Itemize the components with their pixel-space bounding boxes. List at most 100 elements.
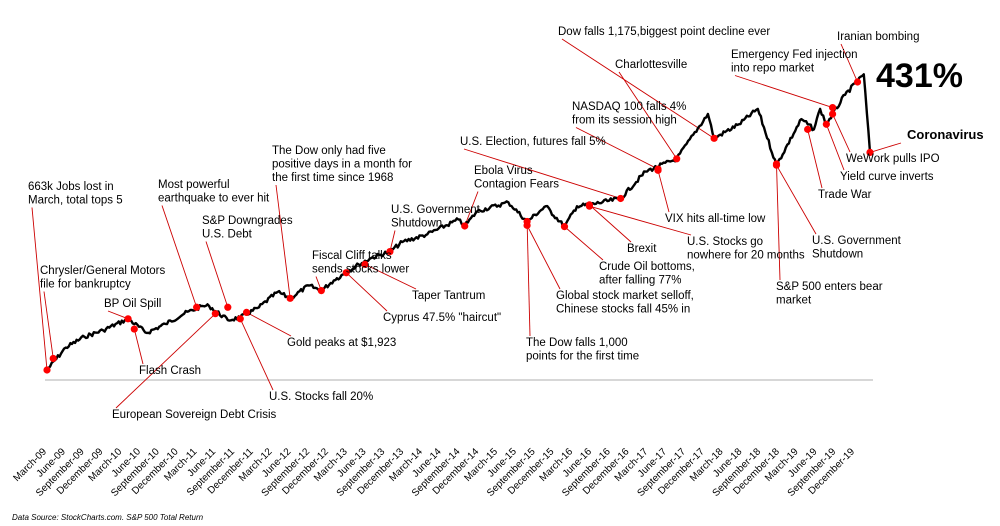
annotation-label: U.S. Stocks go — [687, 236, 763, 248]
annotation-label: Global stock market selloff, — [556, 290, 694, 302]
leader-line — [526, 225, 561, 290]
annotation-label: The Dow falls 1,000 — [526, 337, 628, 349]
event-marker — [361, 260, 369, 268]
annotation-label: market — [776, 295, 812, 307]
leader-line — [589, 204, 632, 243]
annotation-label: sends stocks lower — [312, 264, 409, 276]
series-line — [46, 73, 872, 371]
leader-line — [364, 263, 417, 290]
event-marker — [211, 310, 219, 318]
event-marker — [673, 155, 681, 163]
annotation-label: Gold peaks at $1,923 — [287, 337, 396, 349]
leader-line — [31, 207, 48, 371]
annotation-label: U.S. Debt — [202, 229, 253, 241]
annotation-label: Most powerful — [158, 179, 230, 191]
annotation-label: Charlottesville — [615, 59, 687, 71]
annotation-label: the first time since 1968 — [272, 172, 393, 184]
annotation-label: Taper Tantrum — [412, 290, 485, 302]
event-marker — [193, 303, 201, 311]
annotation-label: U.S. Government — [391, 204, 481, 216]
annotation-leaders — [31, 38, 902, 409]
annotation-label: Cyprus 47.5% "haircut" — [383, 312, 501, 324]
annotation-label: 663k Jobs lost in — [28, 181, 114, 193]
annotation-label: points for the first time — [526, 351, 639, 363]
event-marker — [49, 354, 57, 363]
event-marker — [317, 287, 325, 295]
annotation-label: after falling 77% — [599, 275, 681, 287]
leader-line — [463, 148, 621, 199]
annotation-label: positive days in a month for — [272, 159, 412, 171]
event-marker — [386, 248, 394, 256]
leader-line — [464, 191, 479, 227]
annotation-label: S&P Downgrades — [202, 215, 293, 227]
leader-line — [734, 75, 833, 109]
annotation-label: Contagion Fears — [474, 179, 559, 191]
annotation-label: earthquake to ever hit — [158, 193, 270, 205]
leader-line — [869, 142, 902, 153]
annotation-label: Coronavirus — [907, 127, 984, 142]
leader-line — [161, 205, 198, 308]
event-marker — [853, 78, 862, 86]
leader-line — [561, 38, 715, 139]
leader-line — [575, 127, 659, 170]
leader-line — [776, 163, 781, 281]
leader-line — [618, 71, 678, 160]
annotation-label: Shutdown — [391, 218, 442, 230]
event-marker — [286, 294, 294, 302]
event-marker — [43, 366, 51, 374]
leader-line — [840, 43, 858, 83]
leader-line — [205, 241, 229, 308]
leader-line — [657, 170, 670, 213]
leader-line — [246, 312, 292, 337]
headline-return: 431% — [876, 57, 963, 95]
annotation-label: European Sovereign Debt Crisis — [112, 409, 277, 421]
annotation-label: Fiscal Cliff talks — [312, 250, 392, 262]
leader-line — [526, 221, 531, 337]
annotation-label: BP Oil Spill — [104, 298, 161, 310]
leader-line — [564, 226, 604, 261]
event-marker — [804, 125, 812, 133]
event-marker — [654, 166, 662, 174]
event-marker — [342, 269, 350, 277]
annotation-label: WeWork pulls IPO — [846, 153, 940, 165]
annotation-label: Crude Oil bottoms, — [599, 261, 695, 273]
annotation-label: nowhere for 20 months — [687, 250, 805, 262]
annotation-labels: 663k Jobs lost in March, total tops 5 Chry… — [28, 26, 984, 421]
event-marker — [124, 315, 132, 323]
x-axis-ticks: March-09June-09September-09December-09Ma… — [11, 446, 857, 499]
annotation-label: The Dow only had five — [272, 145, 386, 157]
leader-line — [832, 113, 851, 153]
leader-line — [239, 318, 274, 391]
source-note: Data Source: StockCharts.com. S&P 500 To… — [12, 513, 204, 522]
annotation-label: S&P 500 enters bear — [776, 281, 883, 293]
event-marker — [617, 194, 625, 203]
event-marker — [828, 110, 837, 118]
leader-line — [825, 124, 845, 171]
leader-line — [807, 129, 823, 189]
event-marker — [242, 308, 251, 316]
leader-line — [133, 328, 144, 365]
leader-line — [345, 272, 388, 312]
annotation-label: Flash Crash — [139, 365, 201, 377]
event-marker — [772, 160, 781, 168]
annotation-label: VIX hits all-time low — [665, 213, 766, 225]
leader-line — [43, 291, 54, 359]
event-markers — [43, 78, 874, 374]
annotation-label: Ebola Virus — [474, 165, 533, 177]
annotation-label: U.S. Election, futures fall 5% — [460, 136, 606, 148]
annotation-label: Trade War — [818, 189, 872, 201]
event-marker — [866, 148, 874, 156]
annotation-label: from its session high — [572, 115, 677, 127]
leader-line — [776, 164, 817, 235]
annotation-label: Dow falls 1,175,biggest point decline ev… — [558, 26, 770, 38]
annotation-label: Chinese stocks fall 45% in — [556, 304, 690, 316]
annotation-label: U.S. Government — [812, 235, 902, 247]
leader-line — [275, 184, 291, 299]
leader-line — [589, 205, 692, 236]
annotation-label: U.S. Stocks fall 20% — [269, 391, 373, 403]
annotation-label: March, total tops 5 — [28, 195, 123, 207]
event-marker — [585, 202, 594, 210]
annotation-label: Emergency Fed injection — [731, 49, 858, 61]
leader-line — [115, 313, 216, 409]
